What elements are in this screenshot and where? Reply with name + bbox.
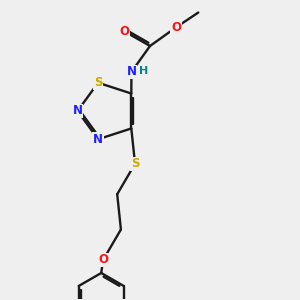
Text: O: O xyxy=(98,254,108,266)
Text: S: S xyxy=(94,76,102,89)
Text: N: N xyxy=(73,104,82,118)
Text: N: N xyxy=(93,133,103,146)
Text: O: O xyxy=(119,25,129,38)
Text: O: O xyxy=(171,21,181,34)
Text: H: H xyxy=(139,66,148,76)
Text: N: N xyxy=(126,65,136,79)
Text: S: S xyxy=(131,157,139,170)
